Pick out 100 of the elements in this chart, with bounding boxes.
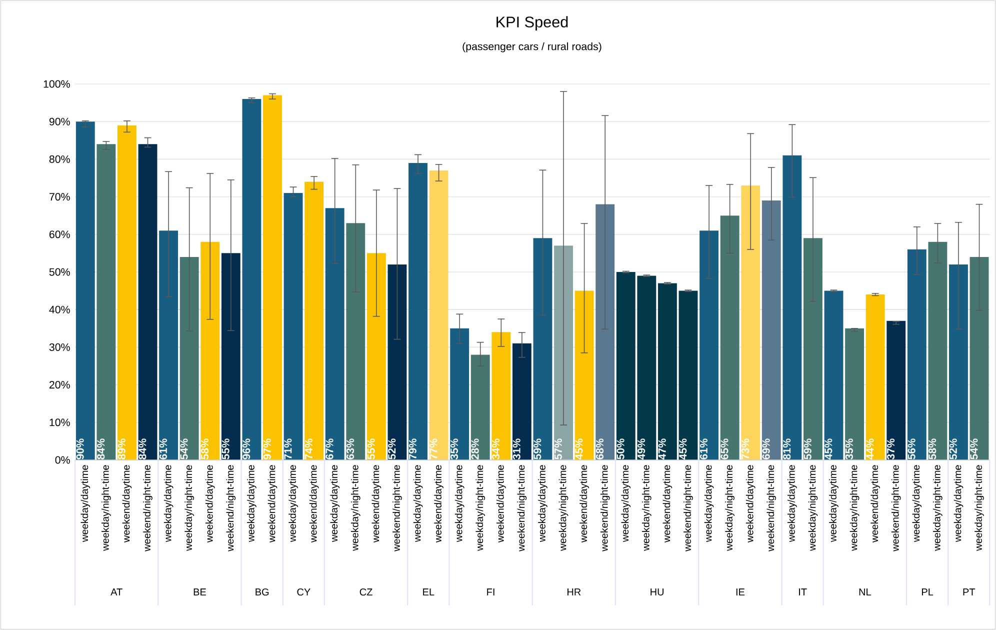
- data-label: 84%: [138, 438, 146, 460]
- x-tick-label: weekday/daytime: [704, 465, 714, 542]
- x-tick-label: weekday/daytime: [912, 465, 922, 542]
- x-tick-label: weekend/daytime: [372, 465, 382, 543]
- text: HU: [650, 588, 664, 596]
- data-label: 57%: [554, 438, 562, 460]
- x-tick-label: weekend/daytime: [268, 465, 278, 543]
- x-tick-label: weekday/daytime: [829, 465, 838, 542]
- x-tick-label: weekday/daytime: [80, 465, 90, 542]
- x-tick-label: weekday/daytime: [954, 465, 964, 542]
- text: AT: [110, 588, 122, 596]
- data-label: 35%: [450, 438, 458, 460]
- data-label: 58%: [928, 438, 936, 460]
- data-label: 71%: [284, 438, 292, 460]
- x-tick-label: weekday/daytime: [330, 465, 340, 542]
- data-label: 67%: [326, 438, 334, 460]
- text: BG: [256, 588, 269, 596]
- data-label: 35%: [845, 438, 853, 460]
- data-label: 37%: [887, 438, 895, 460]
- y-tick-label: 30%: [49, 343, 70, 351]
- data-label: 31%: [512, 438, 520, 460]
- data-label: 45%: [679, 438, 687, 460]
- text: EL: [423, 588, 434, 596]
- x-tick-label: weekday/daytime: [621, 465, 631, 542]
- x-tick-label: weekday/daytime: [788, 465, 797, 542]
- text: CY: [297, 588, 310, 596]
- x-tick-label: weekend/daytime: [496, 465, 506, 543]
- x-tick-label: weekday/night-time: [850, 465, 860, 551]
- data-label: 56%: [908, 438, 916, 460]
- text: PL: [922, 588, 934, 596]
- x-tick-label: weekend/daytime: [309, 465, 319, 543]
- x-tick-label: weekend/night-time: [517, 465, 527, 552]
- data-label: 77%: [430, 438, 438, 460]
- data-label: 63%: [346, 438, 354, 460]
- text: HR: [568, 588, 581, 596]
- data-label: 52%: [949, 438, 957, 460]
- data-label: 55%: [222, 438, 230, 460]
- y-tick-label: 50%: [49, 268, 70, 276]
- data-label: 73%: [741, 438, 750, 460]
- x-tick-label: weekend/daytime: [434, 465, 444, 543]
- data-label: 47%: [658, 438, 666, 460]
- chart-subtitle: (passenger cars / rural roads): [462, 42, 602, 52]
- data-label: 54%: [180, 438, 188, 460]
- text: BE: [194, 588, 206, 596]
- x-tick-label: weekday/night-time: [933, 465, 942, 551]
- x-tick-label: weekday/daytime: [247, 465, 256, 542]
- data-label: 97%: [263, 438, 271, 460]
- x-tick-label: weekend/daytime: [580, 465, 589, 543]
- data-label: 90%: [76, 438, 84, 460]
- data-label: 59%: [534, 438, 542, 460]
- x-tick-label: weekday/daytime: [164, 465, 174, 542]
- data-label: 45%: [824, 438, 832, 460]
- x-tick-label: weekday/night-time: [184, 465, 194, 551]
- y-tick-label: 80%: [49, 155, 70, 163]
- y-tick-label: 70%: [49, 193, 70, 201]
- data-label: 84%: [97, 438, 105, 460]
- data-label: 34%: [492, 438, 500, 460]
- x-tick-label: weekday/night-time: [476, 465, 486, 551]
- y-tick-label: 40%: [49, 306, 70, 314]
- x-tick-label: weekend/daytime: [870, 465, 880, 543]
- data-label: 68%: [596, 438, 604, 460]
- x-tick-label: weekend/night-time: [766, 465, 776, 552]
- data-label: 58%: [201, 438, 209, 460]
- x-tick-label: weekend/night-time: [891, 465, 901, 552]
- data-label: 55%: [367, 438, 375, 460]
- x-tick-label: weekday/night-time: [558, 465, 568, 551]
- x-tick-label: weekend/night-time: [143, 465, 152, 552]
- data-label: 49%: [638, 438, 646, 460]
- text: NL: [859, 588, 871, 596]
- y-tick-label: 10%: [50, 418, 70, 426]
- x-tick-label: weekend/night-time: [392, 465, 402, 552]
- x-tick-label: weekday/night-time: [350, 465, 360, 551]
- data-label: 69%: [762, 438, 770, 460]
- data-label: 59%: [804, 438, 812, 460]
- y-tick-label: 20%: [49, 381, 70, 389]
- x-tick-label: weekend/daytime: [662, 465, 672, 543]
- y-tick-label: 100%: [44, 80, 70, 88]
- x-tick-label: weekend/daytime: [746, 465, 756, 543]
- x-tick-label: weekday/night-time: [974, 465, 984, 551]
- data-label: 61%: [700, 438, 708, 460]
- data-label: 28%: [471, 438, 479, 460]
- x-tick-label: weekday/night-time: [808, 465, 818, 551]
- data-label: 81%: [783, 438, 791, 460]
- x-tick-label: weekday/daytime: [538, 465, 548, 542]
- text: IE: [736, 588, 744, 596]
- data-label: 50%: [616, 438, 624, 460]
- data-label: 61%: [159, 438, 167, 460]
- data-label: 45%: [575, 438, 583, 460]
- x-tick-label: weekend/night-time: [684, 465, 693, 552]
- x-tick-label: weekend/daytime: [205, 465, 215, 543]
- x-tick-label: weekend/daytime: [122, 465, 132, 543]
- data-label: 54%: [970, 438, 978, 460]
- x-tick-label: weekday/night-time: [725, 465, 734, 551]
- y-tick-label: 90%: [49, 118, 70, 126]
- data-label: 44%: [866, 438, 874, 460]
- text: FI: [487, 588, 494, 596]
- y-tick-label: 60%: [49, 230, 70, 238]
- x-tick-label: weekday/daytime: [413, 465, 423, 542]
- data-label: 65%: [720, 438, 728, 460]
- text: IT: [799, 588, 807, 596]
